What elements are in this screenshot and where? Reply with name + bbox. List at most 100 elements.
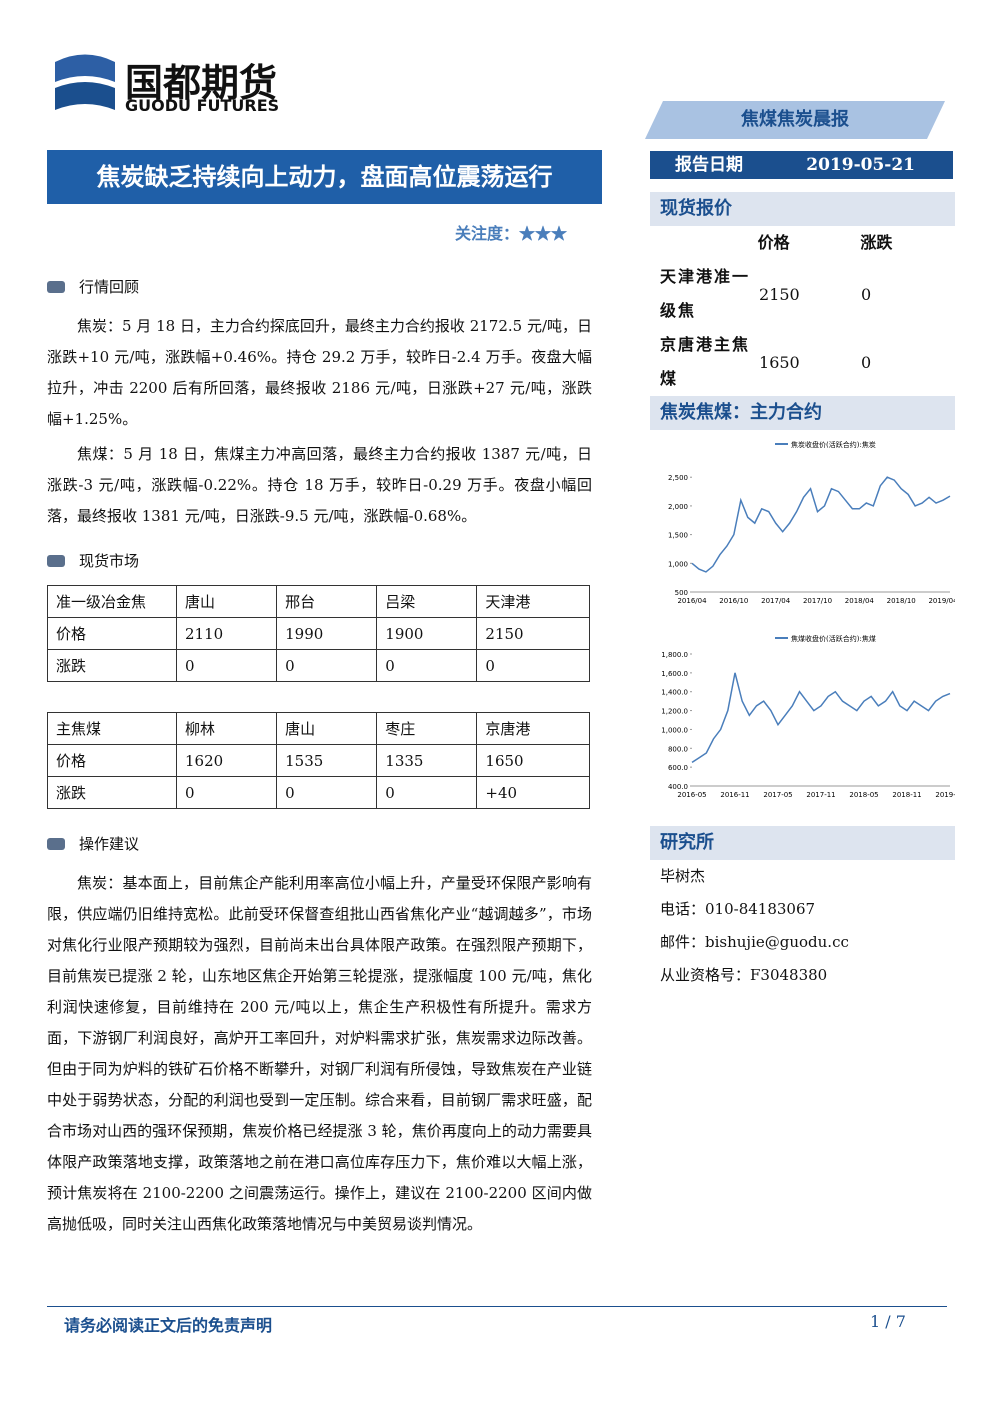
paragraph: 焦煤：5 月 18 日，焦煤主力冲高回落，最终主力合约报收 1387 元/吨，日… — [47, 445, 592, 525]
paragraph: 焦炭：5 月 18 日，主力合约探底回升，最终主力合约报收 2172.5 元/吨… — [47, 317, 593, 428]
table-row: 主焦煤 柳林 唐山 枣庄 京唐港 — [47, 712, 590, 745]
x-tick-label: 2016-05 — [677, 791, 706, 799]
y-tick-label: 1,200.0 — [661, 708, 688, 716]
section-icon — [47, 280, 65, 293]
spot-value: 2150 — [759, 284, 800, 304]
y-tick-label: 1,000 — [668, 560, 688, 568]
table-row: 准一级冶金焦 唐山 邢台 吕梁 天津港 — [47, 585, 590, 618]
x-tick-label: 2017/10 — [803, 597, 832, 605]
spot-quote: 价格 涨跌天津港准一级焦 2150 0 京唐港主焦煤 1650 0 — [650, 226, 955, 396]
attention: 关注度：★★★ — [455, 224, 568, 243]
table-cell: 0 — [276, 649, 378, 682]
table-cell: 0 — [276, 776, 378, 809]
x-tick-label: 2019-05 — [935, 791, 955, 799]
table-cell: 价格 — [47, 617, 177, 650]
x-tick-label: 2016-11 — [720, 791, 749, 799]
table-cell: +40 — [476, 776, 590, 809]
legend-label: 焦炭收盘价(活跃合约):焦炭 — [791, 440, 876, 449]
y-tick-label: 800.0 — [668, 745, 688, 753]
table-cell: 价格 — [47, 744, 177, 777]
side-heading: 焦炭焦煤：主力合约 — [650, 396, 955, 430]
side-heading: 现货报价 — [650, 192, 955, 226]
table-cell: 0 — [476, 649, 590, 682]
table-cell: 0 — [376, 649, 478, 682]
table-cell: 0 — [175, 776, 278, 809]
table-row: 价格 1620 1535 1335 1650 — [47, 744, 590, 777]
x-tick-label: 2017-11 — [806, 791, 835, 799]
table-cell: 1990 — [276, 617, 378, 650]
spot-value: 0 — [861, 352, 872, 372]
line — [691, 476, 951, 573]
date-label: 报告日期 — [675, 155, 743, 175]
spot-table: 主焦煤 柳林 唐山 枣庄 京唐港 价格 1620 1535 1335 1650 涨跌 0 0 0 +40 — [47, 712, 590, 809]
spot-name: 天津港准一级焦 — [660, 267, 751, 320]
page-number: 1 / 7 — [870, 1312, 906, 1331]
table-cell: 1335 — [376, 744, 478, 777]
table-cell: 吕梁 — [376, 585, 478, 618]
table-row: 涨跌 0 0 0 0 — [47, 649, 590, 682]
logo-en: GUODU FUTURES — [125, 96, 280, 115]
line-chart: 400.0 600.0 800.0 1,000.0 1,200.0 1,400.0 1,60… — [661, 634, 964, 799]
research-line: 毕树杰 — [660, 867, 706, 885]
date: 2019-05-21 — [806, 155, 915, 175]
section-heading: 现货市场 — [47, 550, 592, 571]
table-cell: 唐山 — [276, 712, 378, 745]
y-tick-label: 500 — [675, 589, 688, 597]
section-heading: 行情回顾 — [47, 276, 592, 297]
sidebar: 现货报价 价格 涨跌天津港准一级焦 2150 0 京唐港主焦煤 1650 0 焦炭焦煤：主力合约… — [650, 192, 965, 992]
x-tick-label: 2016/10 — [719, 597, 748, 605]
report-name: 焦煤焦炭晨报 — [645, 101, 945, 139]
table-cell: 1620 — [175, 744, 278, 777]
footer-rule — [47, 1306, 947, 1307]
spot-name: 京唐港主焦煤 — [660, 335, 751, 388]
date-bar: 报告日期 2019-05-21 — [650, 151, 953, 179]
section-heading-text: 操作建议 — [79, 835, 140, 853]
paragraph: 焦炭：基本面上，目前焦企产能利用率高位小幅上升，产量受环保限产影响有限，供应端仍… — [47, 874, 592, 1233]
spot-table: 准一级冶金焦 唐山 邢台 吕梁 天津港 价格 2110 1990 1900 2150 涨跌 0 0 0 0 — [47, 585, 590, 682]
spot-header: 价格 涨跌 — [650, 226, 955, 260]
table-cell: 1535 — [276, 744, 378, 777]
research-line: 电话：010-84183067 — [660, 900, 816, 918]
x-tick-label: 2018/10 — [887, 597, 916, 605]
table-cell: 准一级冶金焦 — [47, 585, 177, 618]
x-tick-label: 2019/04 — [928, 597, 955, 605]
section-heading: 操作建议 — [47, 833, 592, 854]
x-tick-label: 2018-11 — [892, 791, 921, 799]
y-tick-label: 2,500 — [668, 474, 688, 482]
legend-label: 焦煤收盘价(活跃合约):焦煤 — [791, 634, 876, 643]
side-heading: 研究所 — [650, 826, 955, 860]
table-cell: 2150 — [476, 617, 590, 650]
column-header: 价格 — [757, 233, 790, 252]
y-tick-label: 1,500 — [668, 532, 688, 540]
table-cell: 涨跌 — [47, 649, 177, 682]
table-cell: 唐山 — [175, 585, 278, 618]
table-cell: 京唐港 — [476, 712, 590, 745]
spot-row: 京唐港主焦煤 1650 0 — [650, 328, 955, 396]
x-tick-label: 2018-05 — [849, 791, 878, 799]
table-row: 价格 2110 1990 1900 2150 — [47, 617, 590, 650]
line-chart: 500 1,000 1,500 2,000 2,500 2016/04 2016/10 201… — [668, 440, 958, 605]
table-cell: 1900 — [376, 617, 478, 650]
x-tick-label: 2018/04 — [845, 597, 875, 605]
table-cell: 0 — [175, 649, 278, 682]
spacer — [650, 226, 750, 260]
x-tick-label: 2017-05 — [763, 791, 792, 799]
logo-cn: 国都期货 — [125, 61, 278, 105]
y-tick-label: 2,000 — [668, 503, 688, 511]
y-tick-label: 600.0 — [668, 764, 688, 772]
y-tick-label: 1,000.0 — [661, 726, 688, 734]
section-icon — [47, 837, 65, 850]
y-tick-label: 1,400.0 — [661, 689, 688, 697]
section-icon — [47, 554, 65, 567]
y-tick-label: 1,600.0 — [661, 670, 688, 678]
table-cell: 1650 — [476, 744, 590, 777]
section-heading-text: 行情回顾 — [79, 278, 140, 296]
spot-value: 1650 — [759, 352, 800, 372]
main-column: 行情回顾焦炭：5 月 18 日，主力合约探底回升，最终主力合约报收 2172.5… — [47, 258, 592, 1244]
spot-row: 天津港准一级焦 2150 0 — [650, 260, 955, 328]
disclaimer: 请务必阅读正文后的免责声明 — [64, 1316, 273, 1335]
x-tick-label: 2016/04 — [677, 597, 707, 605]
research-line: 邮件：bishujie@guodu.cc — [660, 933, 849, 951]
table-cell: 邢台 — [276, 585, 378, 618]
